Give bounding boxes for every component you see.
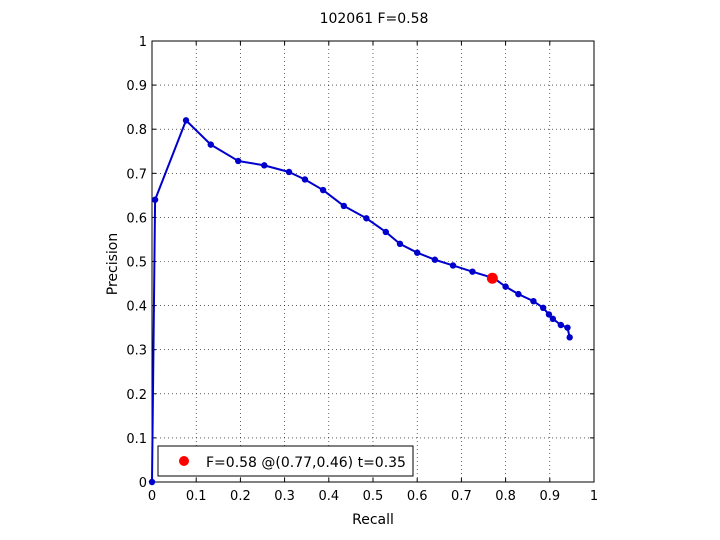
x-tick-label: 0.4	[318, 489, 339, 504]
x-tick-label: 0.9	[539, 489, 560, 504]
y-tick-label: 0.8	[126, 123, 147, 138]
grid	[152, 41, 594, 482]
data-point	[207, 141, 214, 148]
data-point	[530, 297, 537, 305]
x-tick-label: 1	[590, 489, 598, 504]
data-point	[431, 256, 439, 263]
data-point	[557, 321, 565, 329]
legend-label: F=0.58 @(0.77,0.46) t=0.35	[206, 455, 406, 471]
y-tick-label: 0.2	[126, 388, 147, 403]
data-point	[363, 215, 370, 222]
data-point	[449, 262, 457, 269]
x-tick-label: 0.1	[186, 489, 207, 504]
data-point	[566, 334, 573, 341]
data-point	[539, 304, 547, 312]
legend-box	[157, 445, 414, 477]
data-point	[285, 168, 293, 176]
legend: F=0.58 @(0.77,0.46) t=0.35	[157, 445, 414, 477]
data-point	[261, 162, 268, 169]
data-point	[319, 186, 327, 194]
data-point	[549, 315, 557, 323]
data-point	[545, 311, 553, 318]
data-point	[148, 478, 156, 486]
x-tick-label: 0.6	[407, 489, 428, 504]
best-point-layer	[486, 272, 498, 284]
x-tick-label: 0.8	[495, 489, 516, 504]
best-f-point	[486, 272, 498, 284]
data-point	[234, 157, 242, 165]
data-point	[340, 202, 348, 210]
y-tick-label: 1	[139, 35, 147, 50]
data-point	[502, 283, 509, 290]
x-tick-label: 0	[148, 489, 156, 504]
x-axis-label: Recall	[352, 512, 394, 528]
y-ticks: 0 0.1 0.2 0.3 0.4 0.5 0.6 0.7 0.8 0.9 1	[126, 35, 594, 491]
data-point	[151, 196, 159, 203]
x-tick-label: 0.3	[274, 489, 295, 504]
y-tick-label: 0.1	[126, 432, 147, 447]
data-point	[564, 324, 571, 331]
y-tick-label: 0	[139, 476, 147, 491]
x-tick-label: 0.2	[230, 489, 251, 504]
data-point	[301, 176, 309, 183]
y-tick-label: 0.5	[126, 256, 147, 271]
data-point	[382, 228, 390, 236]
series-layer	[148, 117, 573, 486]
y-axis-label: Precision	[105, 233, 121, 295]
chart-title: 102061 F=0.58	[320, 11, 429, 27]
x-ticks: 0 0.1 0.2 0.3 0.4 0.5 0.6 0.7 0.8 0.9 1	[148, 41, 598, 504]
data-point	[414, 249, 421, 256]
data-point	[396, 240, 404, 248]
x-tick-label: 0.7	[451, 489, 472, 504]
x-tick-label: 0.5	[363, 489, 384, 504]
legend-marker	[179, 456, 189, 466]
y-tick-label: 0.9	[126, 79, 147, 94]
series-line	[151, 119, 571, 483]
y-tick-label: 0.3	[126, 344, 147, 359]
data-point	[515, 290, 522, 298]
y-tick-label: 0.7	[126, 167, 147, 182]
data-point	[182, 117, 190, 124]
y-tick-label: 0.6	[126, 211, 147, 226]
y-tick-label: 0.4	[126, 300, 147, 315]
data-point	[469, 268, 476, 275]
